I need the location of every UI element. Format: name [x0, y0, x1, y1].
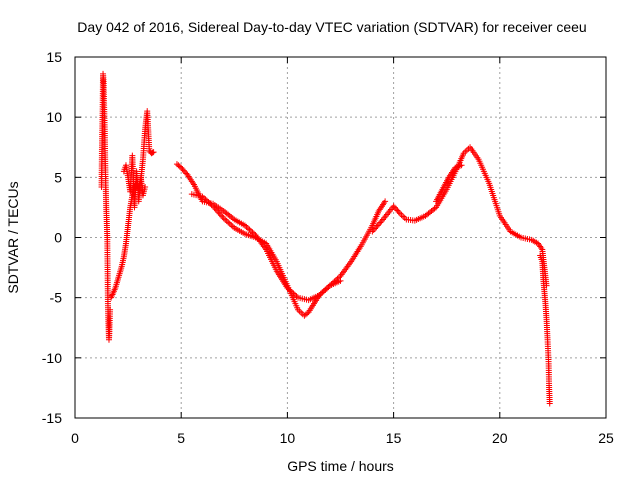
- data-point: [246, 226, 253, 233]
- x-tick-label: 0: [71, 430, 79, 446]
- series-main-lower: [188, 191, 344, 319]
- data-point: [149, 149, 156, 156]
- x-tick-label: 10: [280, 430, 296, 446]
- data-point: [373, 223, 380, 230]
- data-point: [225, 219, 232, 226]
- grid-layer: [75, 57, 606, 418]
- data-point: [150, 149, 157, 156]
- y-tick-label: 5: [54, 169, 62, 185]
- data-point: [319, 289, 326, 296]
- ticks-layer: 0 5 10 15 20 25 15 10 5 0 -5 -10 -15: [42, 49, 614, 446]
- data-point: [219, 213, 226, 220]
- series-main-upper: [173, 161, 389, 304]
- y-tick-label: 10: [46, 109, 62, 125]
- data-point: [382, 198, 389, 205]
- data-point: [378, 217, 385, 224]
- data-point: [220, 215, 227, 222]
- y-axis-label: SDTVAR / TECUs: [5, 181, 21, 293]
- series-afternoon: [369, 144, 550, 289]
- y-tick-label: -10: [42, 350, 62, 366]
- data-point: [223, 217, 230, 224]
- data-point: [142, 183, 149, 190]
- x-tick-label: 15: [386, 430, 402, 446]
- data-point: [222, 216, 229, 223]
- y-tick-label: 15: [46, 49, 62, 65]
- data-point: [179, 166, 186, 173]
- data-point: [377, 219, 384, 226]
- data-point: [183, 170, 190, 177]
- y-tick-label: 0: [54, 230, 62, 246]
- data-point: [322, 286, 329, 293]
- chart-title: Day 042 of 2016, Sidereal Day-to-day VTE…: [77, 19, 586, 35]
- x-tick-label: 25: [598, 430, 614, 446]
- data-point: [180, 167, 187, 174]
- series-early-rise: [108, 108, 157, 301]
- data-point: [463, 147, 470, 154]
- data-point: [398, 211, 405, 218]
- data-point: [391, 204, 398, 211]
- data-point: [244, 225, 251, 232]
- x-tick-label: 20: [492, 430, 508, 446]
- data-point: [394, 207, 401, 214]
- data-point: [218, 212, 225, 219]
- data-point: [395, 208, 402, 215]
- data-point: [390, 203, 397, 210]
- data-point: [393, 206, 400, 213]
- y-tick-label: -5: [50, 290, 63, 306]
- data-point: [400, 213, 407, 220]
- series-right-drop: [537, 252, 553, 407]
- y-tick-label: -15: [42, 410, 62, 426]
- data-point: [546, 400, 553, 407]
- data-point: [178, 164, 185, 171]
- data-point: [323, 285, 330, 292]
- data-point: [320, 288, 327, 295]
- data-point: [107, 306, 114, 313]
- series-scatter-cluster: [120, 152, 149, 211]
- marks-layer: [98, 70, 553, 407]
- x-axis-label: GPS time / hours: [287, 458, 394, 474]
- data-point: [207, 200, 214, 207]
- data-point: [458, 162, 465, 169]
- data-point: [337, 277, 344, 284]
- data-point: [176, 163, 183, 170]
- series-afternoon-lower: [433, 162, 465, 205]
- x-tick-label: 5: [177, 430, 185, 446]
- data-point: [228, 222, 235, 229]
- series-left-spike: [98, 70, 114, 343]
- data-point: [226, 220, 233, 227]
- data-point: [182, 169, 189, 176]
